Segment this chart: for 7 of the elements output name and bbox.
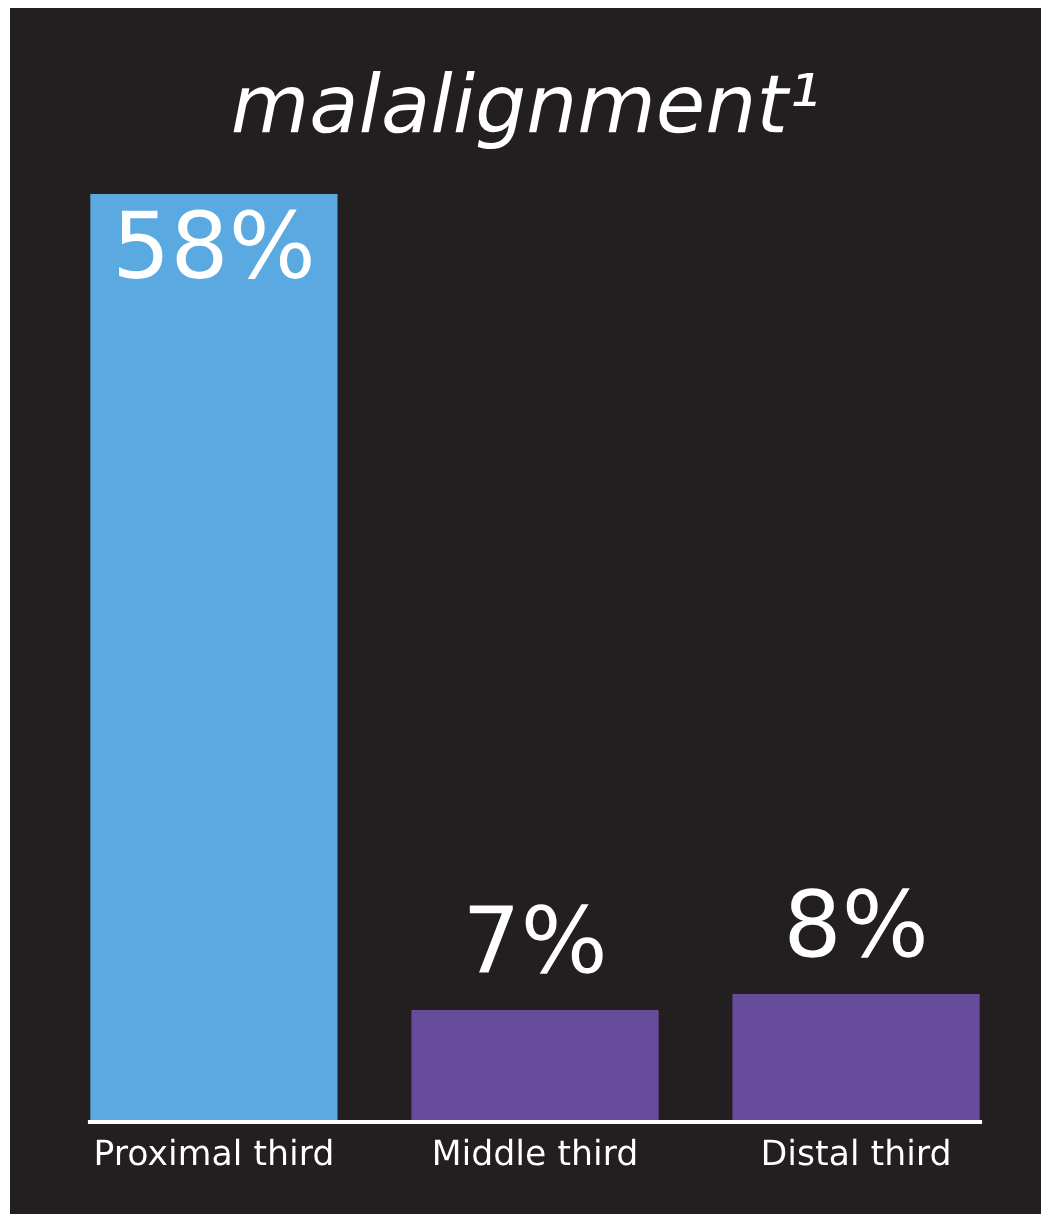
x-tick-label: Proximal third [96,1138,332,1166]
chart-title: malalignment¹ [233,71,816,149]
data-label: 8% [789,888,924,958]
x-tick-label: Distal third [763,1138,949,1166]
data-label: 58% [119,209,311,279]
data-label: 7% [469,904,603,974]
x-tick-label: Middle third [435,1138,636,1166]
